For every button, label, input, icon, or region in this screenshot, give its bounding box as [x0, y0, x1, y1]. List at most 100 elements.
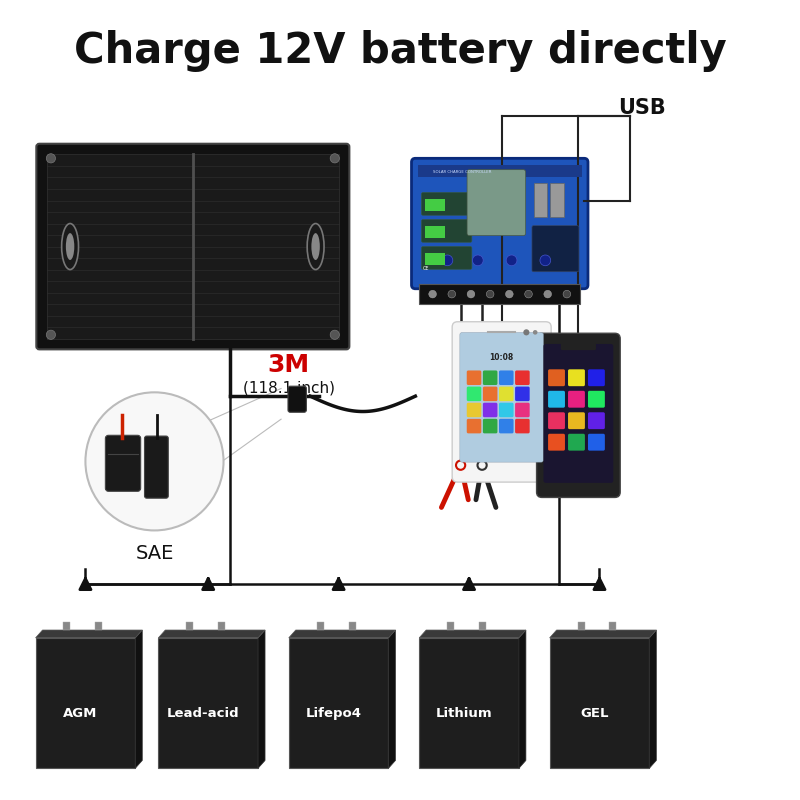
Text: SOLAR CHARGE CONTROLLER: SOLAR CHARGE CONTROLLER [434, 170, 492, 174]
FancyBboxPatch shape [532, 226, 579, 272]
FancyBboxPatch shape [483, 370, 498, 385]
FancyBboxPatch shape [452, 322, 551, 482]
FancyBboxPatch shape [158, 638, 258, 768]
Polygon shape [650, 630, 656, 768]
Circle shape [523, 330, 530, 335]
Polygon shape [550, 630, 656, 638]
FancyBboxPatch shape [422, 193, 472, 215]
FancyBboxPatch shape [466, 386, 482, 401]
FancyBboxPatch shape [568, 390, 585, 408]
FancyBboxPatch shape [548, 370, 565, 386]
Polygon shape [289, 630, 395, 638]
FancyBboxPatch shape [411, 158, 588, 289]
FancyBboxPatch shape [422, 219, 472, 242]
Text: Charge 12V battery directly: Charge 12V battery directly [74, 30, 726, 72]
Bar [425, 199, 445, 211]
Bar [534, 183, 547, 218]
FancyBboxPatch shape [466, 418, 482, 434]
Bar [425, 226, 445, 238]
FancyBboxPatch shape [145, 436, 168, 498]
Circle shape [86, 392, 223, 530]
Bar [186, 622, 194, 630]
Bar [479, 622, 486, 630]
Text: Lead-acid: Lead-acid [167, 707, 239, 720]
FancyBboxPatch shape [466, 370, 482, 385]
Text: USB: USB [618, 98, 666, 118]
Circle shape [506, 290, 513, 298]
Bar [610, 622, 617, 630]
Text: 10:08: 10:08 [490, 353, 514, 362]
FancyBboxPatch shape [106, 435, 141, 491]
Polygon shape [519, 630, 526, 768]
FancyBboxPatch shape [288, 386, 306, 412]
Ellipse shape [307, 223, 324, 270]
FancyBboxPatch shape [537, 334, 620, 498]
Text: Lifepo4: Lifepo4 [306, 707, 362, 720]
Bar [95, 622, 102, 630]
Circle shape [540, 255, 550, 266]
FancyBboxPatch shape [550, 638, 650, 768]
FancyBboxPatch shape [419, 638, 519, 768]
Circle shape [467, 290, 475, 298]
Text: 3M: 3M [268, 354, 310, 378]
Polygon shape [389, 630, 395, 768]
Bar [550, 183, 564, 218]
Bar [317, 622, 324, 630]
Bar [218, 622, 225, 630]
FancyBboxPatch shape [561, 341, 596, 350]
Bar [578, 622, 585, 630]
FancyBboxPatch shape [568, 370, 585, 386]
Bar [63, 622, 70, 630]
FancyBboxPatch shape [467, 170, 526, 236]
Ellipse shape [62, 223, 78, 270]
FancyBboxPatch shape [588, 370, 605, 386]
FancyBboxPatch shape [543, 344, 614, 483]
Circle shape [46, 330, 55, 339]
Circle shape [473, 255, 483, 266]
FancyBboxPatch shape [289, 638, 389, 768]
Text: AGM: AGM [63, 707, 98, 720]
Text: CE: CE [423, 266, 430, 271]
FancyBboxPatch shape [515, 402, 530, 418]
Circle shape [442, 255, 453, 266]
Bar [447, 622, 454, 630]
Text: (39.4 inch): (39.4 inch) [535, 419, 618, 434]
Bar [349, 622, 355, 630]
Text: (118.1 inch): (118.1 inch) [242, 381, 334, 396]
FancyBboxPatch shape [499, 370, 514, 385]
Bar [425, 253, 445, 266]
FancyBboxPatch shape [422, 246, 472, 270]
FancyBboxPatch shape [466, 402, 482, 418]
Bar [418, 165, 582, 177]
FancyBboxPatch shape [499, 386, 514, 401]
Polygon shape [419, 630, 526, 638]
Polygon shape [158, 630, 265, 638]
Circle shape [533, 330, 538, 334]
FancyBboxPatch shape [588, 412, 605, 429]
Circle shape [330, 330, 339, 339]
Bar [419, 284, 580, 304]
Text: 1M: 1M [558, 390, 595, 410]
Circle shape [46, 154, 55, 163]
FancyBboxPatch shape [548, 434, 565, 450]
FancyBboxPatch shape [548, 412, 565, 429]
Text: Lithium: Lithium [436, 707, 492, 720]
FancyBboxPatch shape [499, 418, 514, 434]
Bar [47, 154, 338, 338]
Circle shape [525, 290, 532, 298]
Circle shape [330, 154, 339, 163]
FancyBboxPatch shape [568, 412, 585, 429]
FancyBboxPatch shape [548, 390, 565, 408]
FancyBboxPatch shape [483, 402, 498, 418]
FancyBboxPatch shape [515, 386, 530, 401]
Circle shape [506, 255, 517, 266]
FancyBboxPatch shape [568, 434, 585, 450]
FancyBboxPatch shape [35, 638, 135, 768]
FancyBboxPatch shape [499, 402, 514, 418]
Polygon shape [135, 630, 142, 768]
Ellipse shape [311, 233, 320, 260]
FancyBboxPatch shape [483, 386, 498, 401]
FancyBboxPatch shape [588, 390, 605, 408]
FancyBboxPatch shape [515, 418, 530, 434]
Circle shape [563, 290, 570, 298]
